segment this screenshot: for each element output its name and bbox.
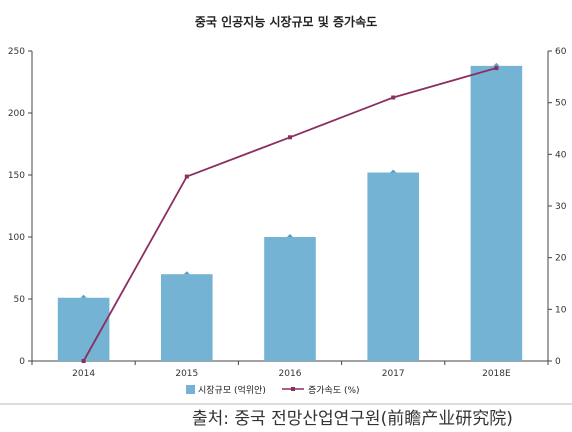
line-point [184,174,189,179]
plot-area: 0 50 100 150 200 250 0 10 20 30 40 50 60 2014 2015 2016… [8,47,567,379]
y-left-tick-label: 0 [19,357,25,367]
y-right-tick-label: 10 [555,305,567,315]
bar-top-marker [287,234,293,237]
bar [367,172,419,361]
y-left-tick-label: 250 [8,47,25,57]
y-left-tick-label: 100 [8,233,25,243]
legend-label-bars: 시장규모 (억위안) [198,384,266,396]
line-point [391,95,396,100]
x-tick-label: 2015 [175,369,198,379]
legend-label-line: 증가속도 (%) [308,385,360,396]
bar [264,237,316,361]
bar-top-marker [80,294,87,298]
source-note: 출처: 중국 전망산업연구원(前瞻产业研究院) [192,409,513,429]
line-point [494,66,499,71]
x-tick-label: 2017 [382,369,405,379]
y-right-tick-label: 30 [555,202,567,212]
chart-title: 중국 인공지능 시장규모 및 증가속도 [195,14,377,29]
bar [161,274,213,361]
x-tick-label: 2018E [482,369,511,379]
bar [470,65,523,361]
bar-top-marker [493,62,500,66]
y-right-tick-label: 20 [555,254,567,264]
y-left-tick-label: 200 [8,109,25,119]
legend-swatch-line-marker [291,387,295,391]
line-point [288,135,292,140]
line-point [81,359,86,363]
x-tick-label: 2016 [279,369,302,379]
y-right-tick-label: 60 [555,47,567,57]
y-left-tick-label: 150 [8,171,25,181]
y-right-tick-label: 50 [555,99,567,109]
bar-top-marker [390,169,397,173]
y-right-tick-label: 0 [555,357,561,367]
x-tick-label: 2014 [72,369,95,379]
legend: 시장규모 (억위안) 증가속도 (%) [186,384,360,396]
bar-top-marker [183,271,190,275]
y-left-tick-label: 50 [14,295,26,305]
y-right-tick-label: 40 [555,150,567,160]
legend-swatch-bars [186,385,195,394]
